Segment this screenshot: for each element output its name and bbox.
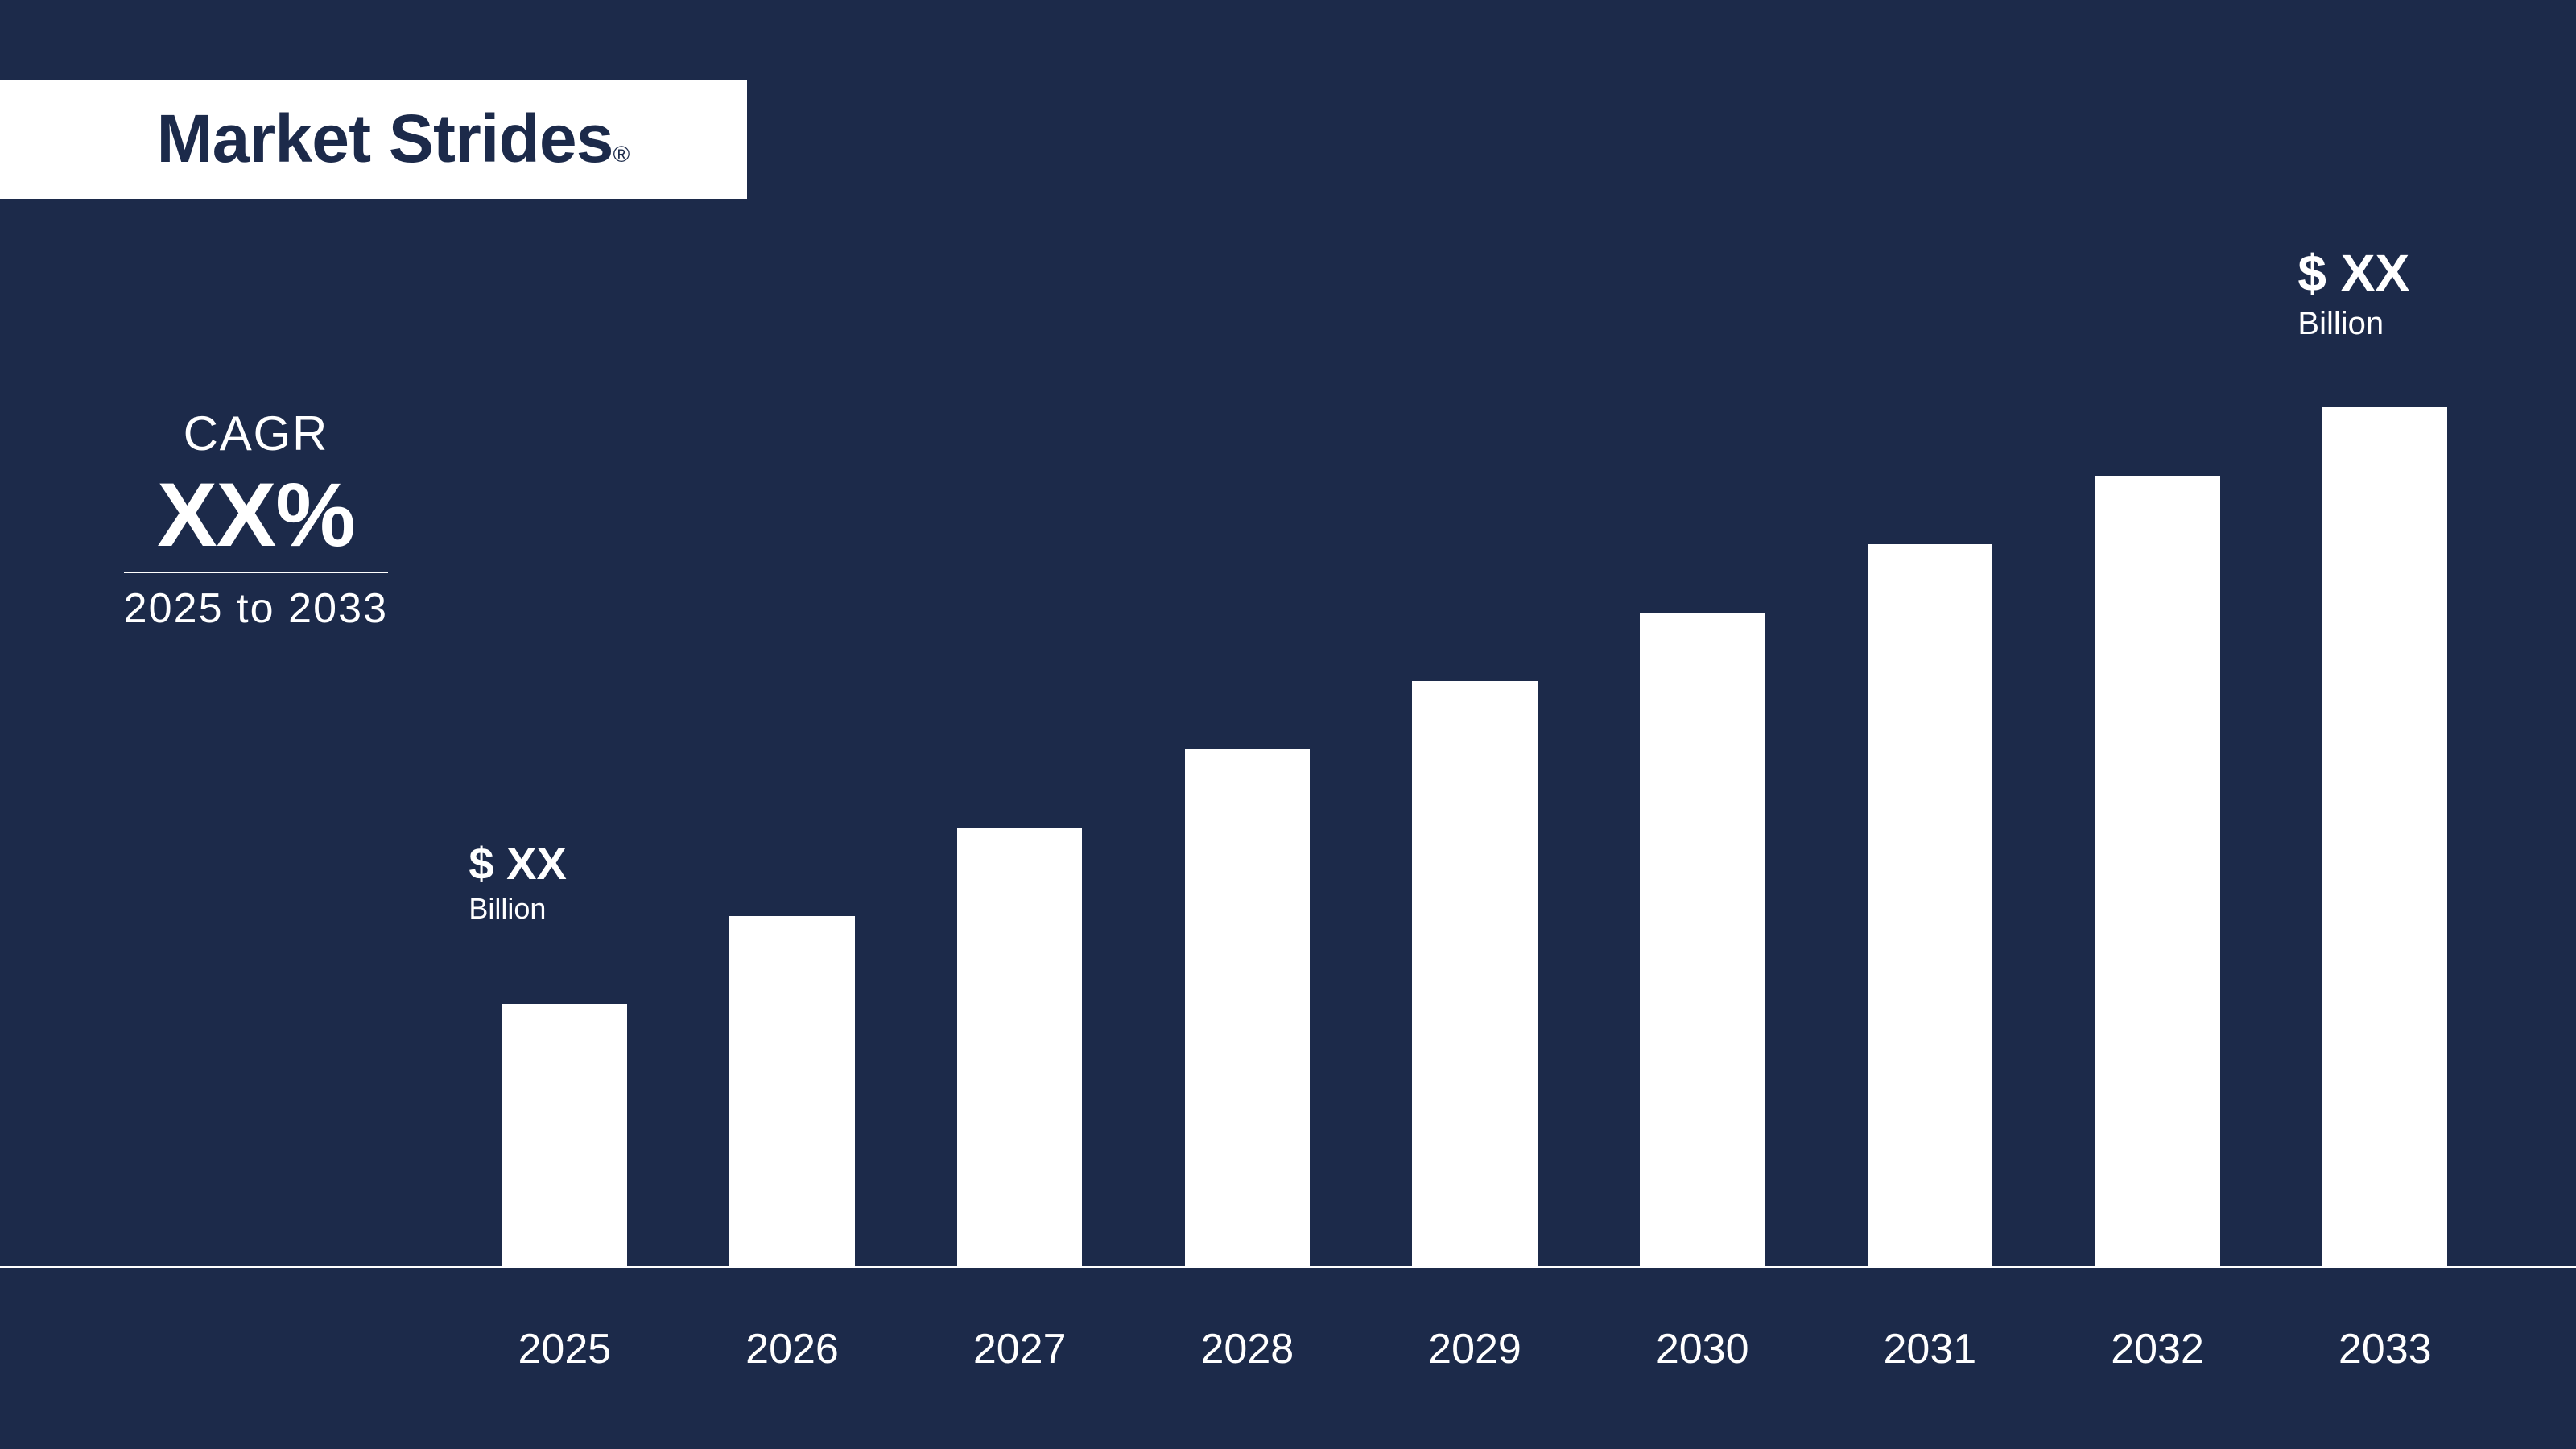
bar-slot <box>1588 290 1816 1268</box>
bar-slot <box>1361 290 1589 1268</box>
start-value-callout: $ XX Billion <box>469 840 566 924</box>
x-axis-label: 2033 <box>2271 1325 2499 1373</box>
brand-logo-text: Market Strides® <box>157 100 630 178</box>
bars-container <box>451 290 2499 1268</box>
bar <box>2095 476 2219 1268</box>
x-axis-labels: 202520262027202820292030203120322033 <box>451 1325 2499 1373</box>
bar <box>957 828 1082 1268</box>
end-value-unit: Billion <box>2297 307 2384 341</box>
end-value-callout: $ XX Billion <box>2297 246 2409 341</box>
x-axis-label: 2030 <box>1588 1325 1816 1373</box>
bar-slot <box>451 290 679 1268</box>
x-axis-label: 2026 <box>679 1325 906 1373</box>
brand-name: Market Strides <box>157 101 613 176</box>
start-value-unit: Billion <box>469 894 546 924</box>
bar-slot <box>1816 290 2044 1268</box>
x-axis-label: 2032 <box>2044 1325 2272 1373</box>
bar <box>1868 544 1992 1268</box>
bar-slot <box>2044 290 2272 1268</box>
bar <box>1640 613 1765 1268</box>
start-value: $ XX <box>469 840 566 888</box>
x-axis-label: 2031 <box>1816 1325 2044 1373</box>
bar <box>729 916 854 1268</box>
bar-slot <box>906 290 1133 1268</box>
x-axis-label: 2028 <box>1133 1325 1361 1373</box>
brand-logo-bar: Market Strides® <box>0 80 747 199</box>
bar <box>502 1004 627 1268</box>
bar-slot <box>679 290 906 1268</box>
x-axis-label: 2029 <box>1361 1325 1589 1373</box>
bar-slot <box>2271 290 2499 1268</box>
x-axis-label: 2025 <box>451 1325 679 1373</box>
bar-chart <box>0 290 2576 1268</box>
x-axis-label: 2027 <box>906 1325 1133 1373</box>
x-axis-line <box>0 1266 2576 1268</box>
bar <box>1185 749 1310 1268</box>
bar <box>1412 681 1537 1268</box>
bar-slot <box>1133 290 1361 1268</box>
end-value: $ XX <box>2297 246 2409 300</box>
bar <box>2322 407 2447 1268</box>
registered-mark: ® <box>613 142 630 167</box>
chart-canvas: Market Strides® CAGR XX% 2025 to 2033 20… <box>0 0 2576 1449</box>
